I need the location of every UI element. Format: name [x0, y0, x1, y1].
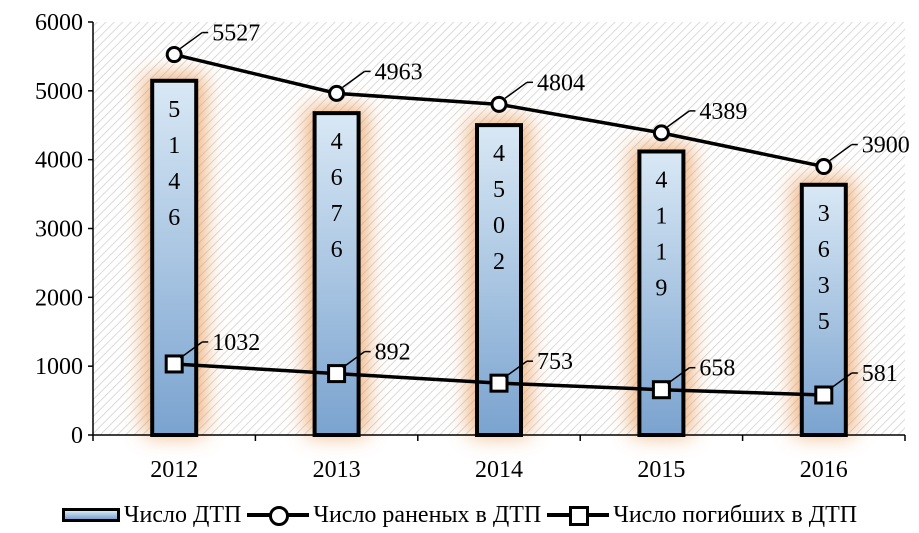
callout-leader	[179, 341, 203, 359]
bar-data-label-digit: 5	[168, 97, 180, 123]
bar-data-label-digit: 5	[818, 309, 830, 335]
callout-leader	[342, 350, 366, 369]
callout-leader	[666, 367, 690, 385]
legend-square-line-swatch	[547, 505, 610, 526]
bar	[312, 111, 361, 437]
data-label: 4963	[375, 59, 423, 85]
bar-data-label-digit: 4	[168, 169, 180, 195]
y-tick-label: 6000	[35, 10, 83, 36]
data-label: 892	[375, 340, 411, 366]
y-tick-label: 4000	[35, 148, 83, 174]
square-marker	[327, 364, 347, 384]
bar-data-label-digit: 4	[655, 167, 667, 193]
circle-marker	[652, 124, 670, 142]
data-label: 753	[537, 349, 573, 375]
legend-killed-label: Число погибших в ДТП	[613, 501, 858, 528]
bar-data-label-digit: 6	[331, 165, 343, 191]
callout-leader	[342, 70, 366, 88]
y-tick-label: 3000	[35, 217, 83, 243]
callout-leader	[504, 360, 528, 378]
x-tick-label: 2013	[313, 457, 361, 483]
legend-circle-line-swatch	[247, 505, 310, 526]
callout-leader	[504, 81, 528, 99]
y-tick-label: 5000	[35, 79, 83, 105]
bar-data-label-digit: 3	[818, 273, 830, 299]
bar-data-label-digit: 6	[331, 237, 343, 263]
data-label: 4389	[699, 99, 747, 125]
circle-marker	[328, 84, 346, 102]
square-marker	[814, 385, 834, 405]
bar-data-label-digit: 6	[168, 205, 180, 231]
bar-data-label-digit: 1	[655, 203, 667, 229]
bar-data-label-digit: 1	[168, 133, 180, 159]
legend-bar-swatch	[61, 508, 120, 522]
data-label: 658	[699, 356, 735, 382]
callout-leader	[829, 372, 853, 390]
legend-injured-label: Число раненых в ДТП	[313, 501, 542, 528]
bar	[150, 78, 199, 438]
callout-leader	[179, 31, 203, 50]
x-tick-label: 2016	[800, 457, 848, 483]
legend-item-bars: Число ДТП	[61, 501, 242, 529]
bar-layer	[150, 78, 848, 438]
bar-data-label-digit: 7	[331, 201, 343, 227]
bar-data-label-digit: 3	[818, 201, 830, 227]
bar-data-label-digit: 0	[493, 213, 505, 239]
data-label: 5527	[212, 21, 260, 47]
bar-data-label-digit: 9	[655, 275, 667, 301]
bar-data-label-digit: 2	[493, 249, 505, 275]
x-tick-label: 2012	[150, 457, 198, 483]
y-tick-label: 0	[71, 423, 83, 449]
callout-leader	[829, 143, 853, 162]
legend-item-killed: Число погибших в ДТП	[547, 502, 857, 529]
y-tick-label: 2000	[35, 285, 83, 311]
label-layer: 5 1 4 6 4 6 7 6 4 5 0 2 4 1 1 9 3 6 3 5 5527 4963 4804 4389 3900…	[168, 21, 910, 390]
x-tick-label: 2015	[637, 457, 685, 483]
callout-leader	[666, 110, 690, 128]
legend-item-injured: Число раненых в ДТП	[247, 502, 541, 529]
data-label: 1032	[212, 330, 260, 356]
square-marker	[651, 380, 671, 400]
square-marker	[164, 354, 184, 374]
bar-data-label-digit: 5	[493, 177, 505, 203]
x-tick-label: 2014	[475, 457, 523, 483]
data-label: 3900	[862, 133, 910, 159]
circle-marker	[165, 46, 183, 64]
line-layer	[164, 46, 834, 405]
bar-data-label-digit: 4	[331, 129, 343, 155]
circle-marker	[815, 158, 833, 176]
legend-bars-label: Число ДТП	[123, 501, 242, 528]
data-label: 4804	[537, 70, 585, 96]
legend: Число ДТП Число раненых в ДТП Число поги…	[0, 497, 919, 533]
bar-data-label-digit: 4	[493, 141, 505, 167]
square-marker	[489, 373, 509, 393]
data-label: 581	[862, 361, 898, 387]
y-tick-label: 1000	[35, 354, 83, 380]
bar-data-label-digit: 1	[655, 239, 667, 265]
circle-marker	[490, 95, 508, 113]
bar-data-label-digit: 6	[818, 237, 830, 263]
